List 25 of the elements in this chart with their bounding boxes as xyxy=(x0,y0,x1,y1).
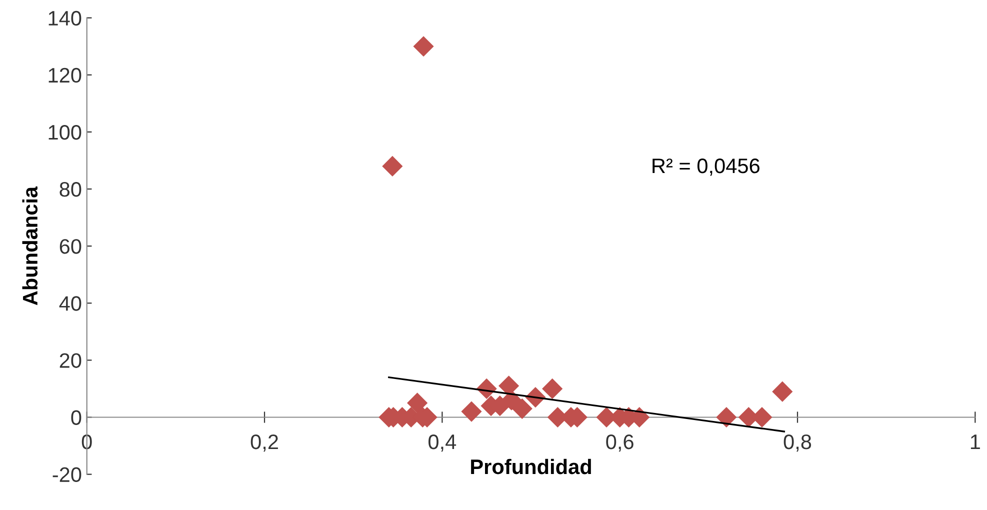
point xyxy=(413,36,434,57)
x-tick-label: 0,4 xyxy=(428,434,456,452)
point xyxy=(716,406,737,428)
x-tick-label: 0,2 xyxy=(250,434,278,452)
point xyxy=(407,392,428,414)
y-tick-label: 0 xyxy=(71,410,82,425)
y-tick-label: 140 xyxy=(48,10,82,26)
y-tick-label: 40 xyxy=(59,296,82,311)
y-tick-label: 100 xyxy=(48,124,82,140)
point xyxy=(382,156,403,176)
y-tick-label: 120 xyxy=(48,68,82,83)
x-tick-label: 0,6 xyxy=(606,434,634,452)
y-tick-label: 60 xyxy=(60,239,82,254)
annotation: R² = 0,0456 xyxy=(652,158,760,176)
x-axis-title: Profundidad xyxy=(471,458,591,474)
point xyxy=(461,401,482,422)
point xyxy=(512,398,532,419)
y-tick-label: -20 xyxy=(52,467,82,482)
y-tick-label: 80 xyxy=(60,182,82,197)
point xyxy=(542,378,563,400)
y-tick-label: 20 xyxy=(60,353,82,368)
point xyxy=(772,381,793,402)
x-tick-label: 1 xyxy=(970,434,980,450)
y-axis-title: Abundancia xyxy=(22,186,38,306)
x-tick-label: 0,8 xyxy=(784,434,812,452)
